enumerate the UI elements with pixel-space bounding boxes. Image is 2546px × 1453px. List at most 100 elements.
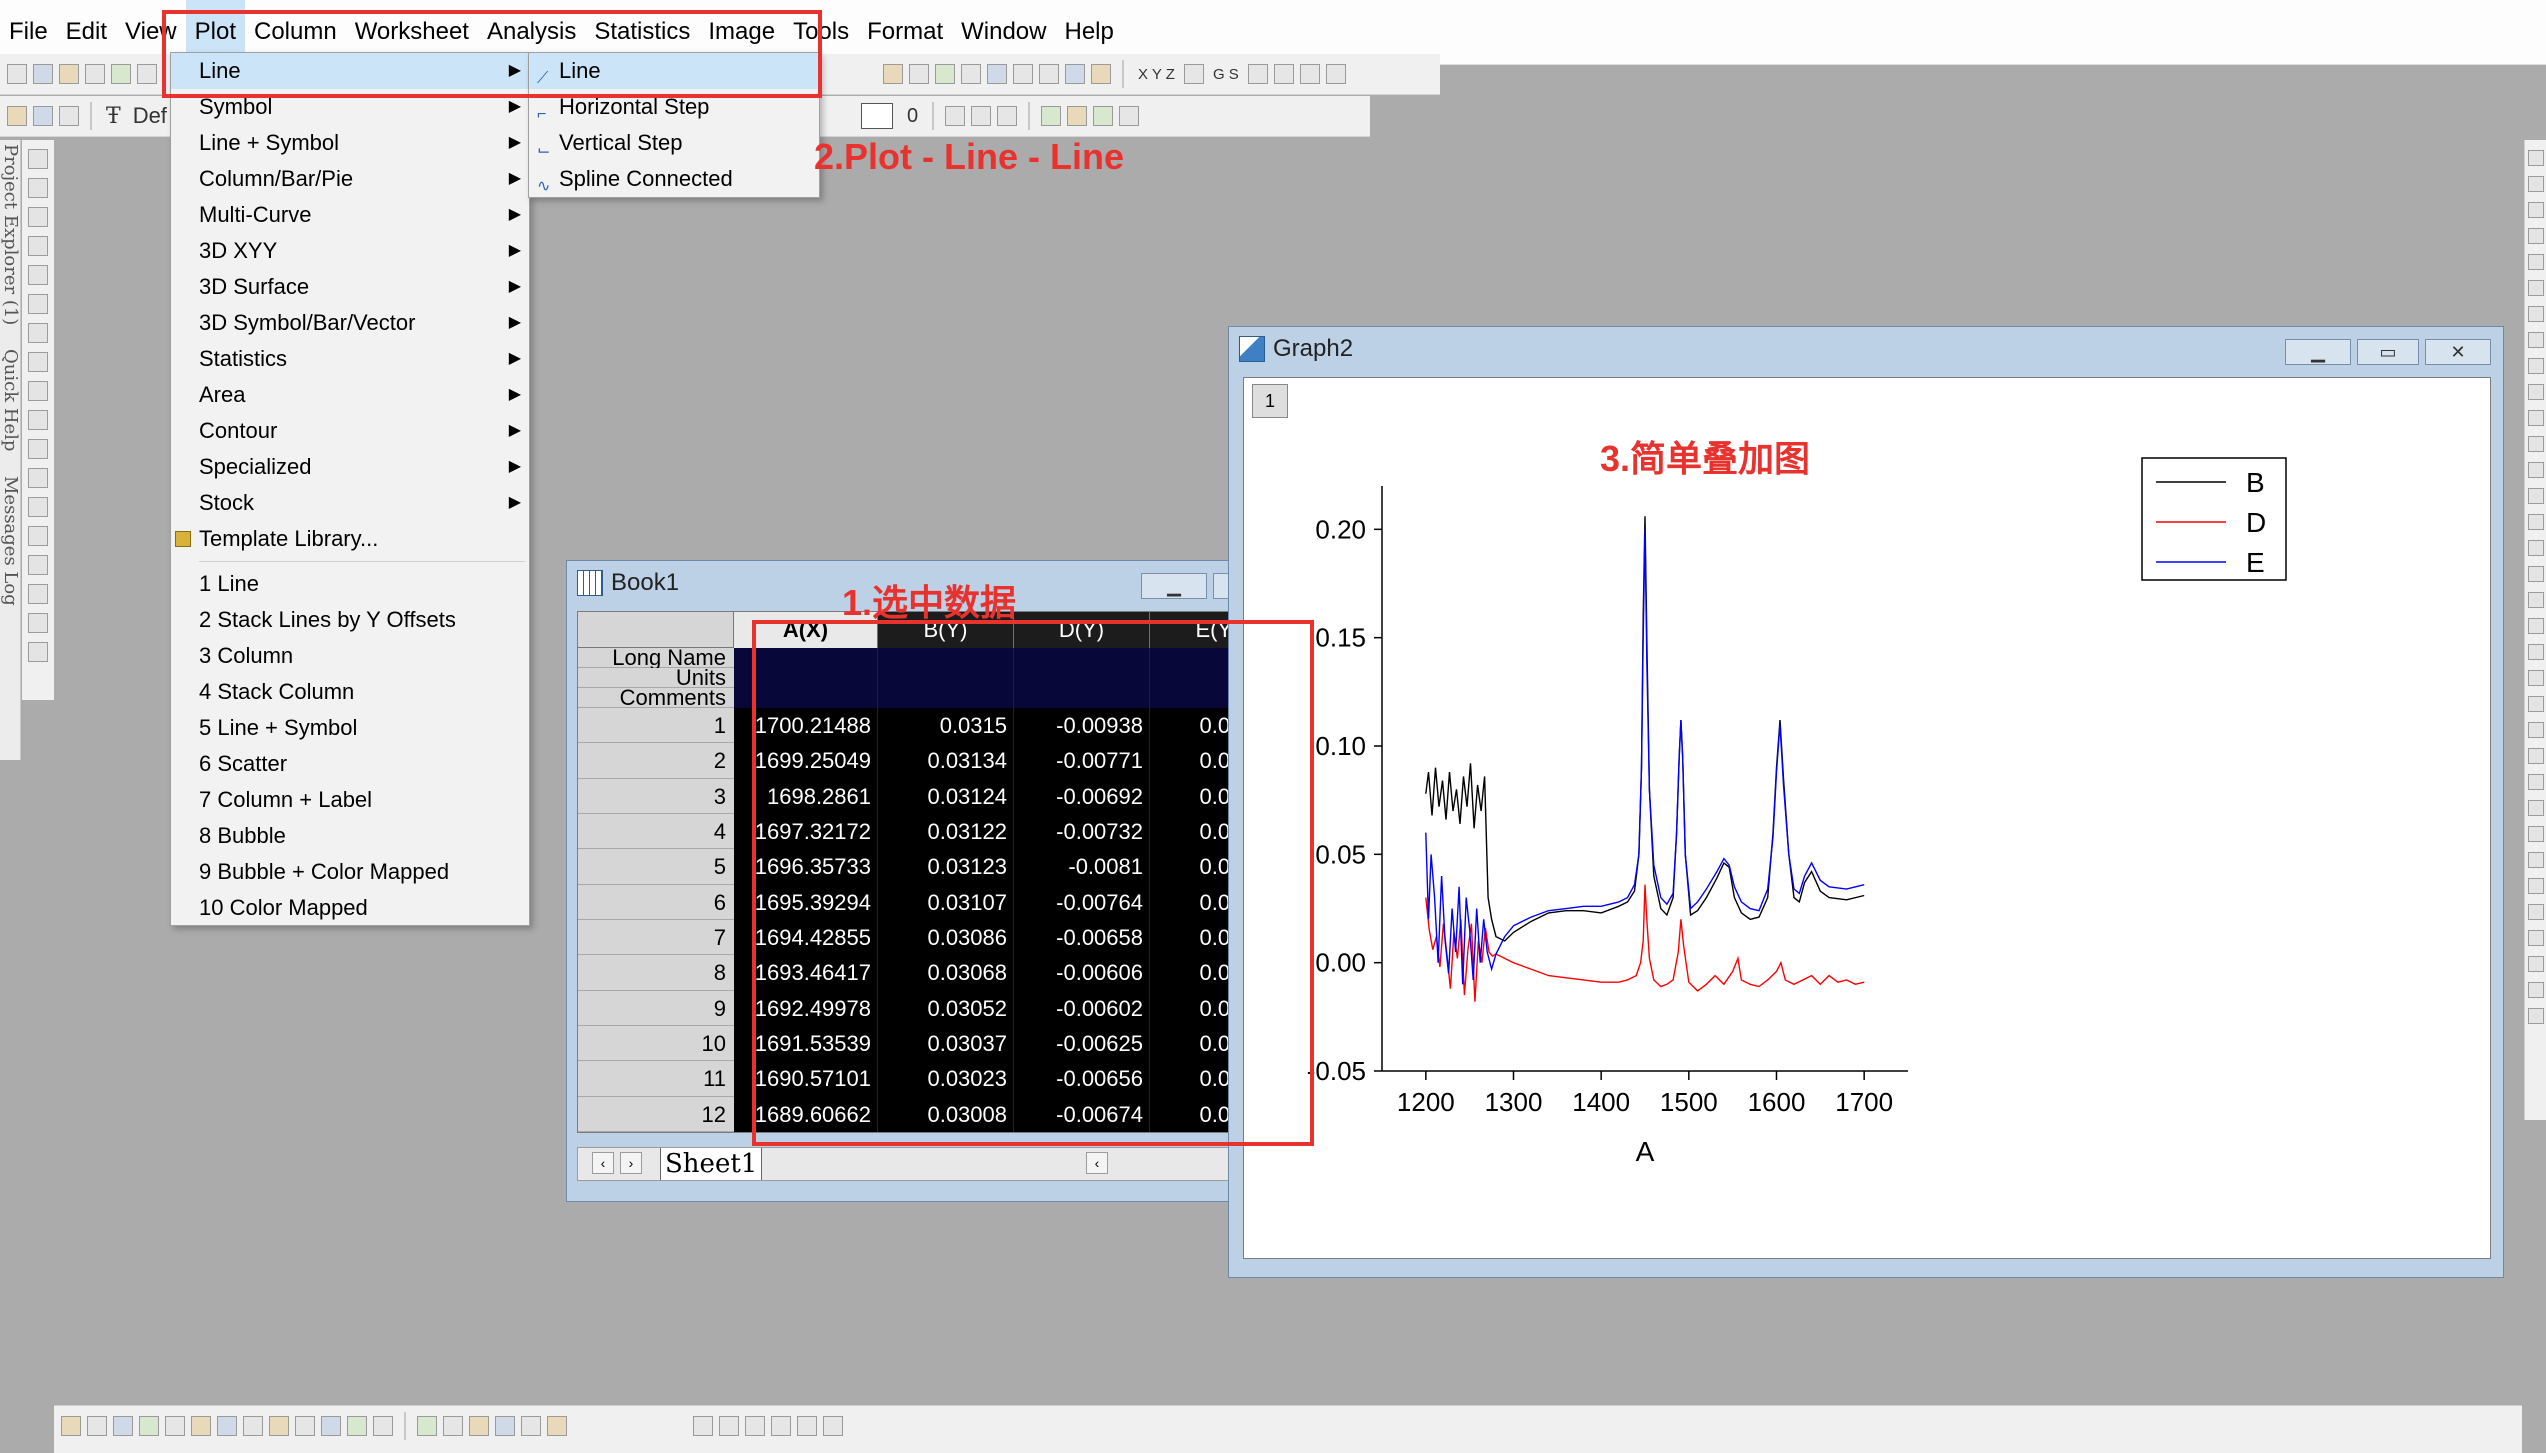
toolbar-button[interactable]: [1091, 64, 1111, 84]
plot-menu-item[interactable]: Statistics ▶: [171, 341, 529, 377]
toolbar-button[interactable]: [823, 1416, 843, 1436]
recent-plot-item[interactable]: 7 Column + Label: [171, 782, 529, 818]
meta-cells[interactable]: [878, 648, 1014, 708]
table-cell[interactable]: 0.03008: [878, 1096, 1014, 1132]
meta-cells[interactable]: [1014, 648, 1150, 708]
row-header[interactable]: 6: [578, 884, 734, 920]
recent-plot-item[interactable]: 5 Line + Symbol: [171, 710, 529, 746]
template-library-item[interactable]: Template Library...: [171, 521, 529, 557]
tool-button[interactable]: [28, 555, 48, 575]
toolbar-button[interactable]: [7, 106, 27, 126]
menu-statistics[interactable]: Statistics: [594, 18, 691, 45]
quick-help-tab[interactable]: Quick Help: [0, 349, 21, 452]
meta-cells[interactable]: [734, 648, 878, 708]
toolbar-button[interactable]: [1247, 64, 1268, 84]
table-cell[interactable]: 1689.60662: [734, 1096, 878, 1132]
toolbar-button[interactable]: [771, 1416, 791, 1436]
toolbar-button[interactable]: [1013, 64, 1033, 84]
table-cell[interactable]: -0.00658: [1014, 920, 1150, 956]
toolbar-button[interactable]: [139, 1416, 159, 1436]
tool-button[interactable]: [2528, 748, 2544, 764]
tool-button[interactable]: [28, 149, 48, 169]
table-cell[interactable]: 1693.46417: [734, 955, 878, 991]
toolbar-button[interactable]: [59, 106, 79, 126]
tool-button[interactable]: [28, 352, 48, 372]
submenu-vertical-step[interactable]: ⌙ Vertical Step: [529, 125, 819, 161]
color-swatch[interactable]: [860, 103, 893, 129]
toolbar-button[interactable]: [243, 1416, 263, 1436]
table-cell[interactable]: 1694.42855: [734, 920, 878, 956]
toolbar-button[interactable]: [165, 1416, 185, 1436]
toolbar-button[interactable]: [945, 106, 966, 126]
tool-button[interactable]: [28, 468, 48, 488]
tool-button[interactable]: [2528, 176, 2544, 192]
tool-button[interactable]: [28, 381, 48, 401]
chart[interactable]: 1200 1300 1400 1500 1600 1700 -0.05 0.00 0.05 0.1…: [1244, 378, 2490, 1258]
toolbar-button[interactable]: [137, 64, 157, 84]
recent-plot-item[interactable]: 10 Color Mapped: [171, 890, 529, 926]
tool-button[interactable]: [2528, 956, 2544, 972]
tool-button[interactable]: [2528, 462, 2544, 478]
tool-button[interactable]: [28, 584, 48, 604]
tool-button[interactable]: [2528, 202, 2544, 218]
plot-menu-item[interactable]: Line ▶: [171, 53, 529, 89]
line-width-combo[interactable]: 0: [906, 104, 919, 127]
toolbar-button[interactable]: [61, 1416, 81, 1436]
toolbar-button[interactable]: [417, 1416, 437, 1436]
tool-button[interactable]: [2528, 982, 2544, 998]
tool-button[interactable]: [2528, 540, 2544, 556]
minimize-button[interactable]: ▁: [2285, 339, 2351, 365]
tool-button[interactable]: [2528, 1008, 2544, 1024]
table-cell[interactable]: 1692.49978: [734, 990, 878, 1026]
table-cell[interactable]: 1691.53539: [734, 1026, 878, 1062]
plot-menu-item[interactable]: Area ▶: [171, 377, 529, 413]
toolbar-button[interactable]: [59, 64, 79, 84]
column-header[interactable]: A(X): [734, 612, 878, 648]
table-cell[interactable]: 1696.35733: [734, 849, 878, 885]
minimize-button[interactable]: ▁: [1141, 573, 1207, 599]
submenu-horizontal-step[interactable]: ⌐ Horizontal Step: [529, 89, 819, 125]
plot-menu-item[interactable]: Symbol ▶: [171, 89, 529, 125]
hscroll-left-button[interactable]: ‹: [1086, 1152, 1108, 1174]
table-cell[interactable]: 0.03122: [878, 814, 1014, 850]
plot-menu-item[interactable]: Specialized ▶: [171, 449, 529, 485]
table-cell[interactable]: -0.00732: [1014, 814, 1150, 850]
toolbar-button[interactable]: [321, 1416, 341, 1436]
tool-button[interactable]: [2528, 670, 2544, 686]
tool-button[interactable]: [28, 178, 48, 198]
messages-log-tab[interactable]: Messages Log: [0, 475, 21, 606]
table-cell[interactable]: 0.0315: [878, 708, 1014, 744]
tool-button[interactable]: [2528, 722, 2544, 738]
table-cell[interactable]: 0.03134: [878, 743, 1014, 779]
tool-button[interactable]: [28, 236, 48, 256]
tool-button[interactable]: [2528, 306, 2544, 322]
legend-box[interactable]: [2141, 457, 2287, 581]
tool-button[interactable]: [28, 294, 48, 314]
maximize-button[interactable]: ▭: [2357, 339, 2419, 365]
toolbar-button[interactable]: [1041, 106, 1062, 126]
table-cell[interactable]: -0.00771: [1014, 743, 1150, 779]
toolbar-button[interactable]: [1325, 64, 1346, 84]
row-header[interactable]: 4: [578, 814, 734, 850]
sheet-tab[interactable]: Sheet1: [660, 1148, 763, 1180]
toolbar-button[interactable]: [1299, 64, 1320, 84]
plot-menu-item[interactable]: Contour ▶: [171, 413, 529, 449]
toolbar-button[interactable]: [521, 1416, 541, 1436]
toolbar-button[interactable]: [87, 1416, 107, 1436]
close-button[interactable]: ✕: [2425, 339, 2491, 365]
recent-plot-item[interactable]: 1 Line: [171, 566, 529, 602]
menu-file[interactable]: File: [9, 18, 48, 45]
toolbar-button[interactable]: [987, 64, 1007, 84]
recent-plot-item[interactable]: 2 Stack Lines by Y Offsets: [171, 602, 529, 638]
toolbar-button[interactable]: [1273, 64, 1294, 84]
tool-button[interactable]: [2528, 800, 2544, 816]
row-header[interactable]: 2: [578, 743, 734, 779]
recent-plot-item[interactable]: 9 Bubble + Color Mapped: [171, 854, 529, 890]
worksheet-grid[interactable]: A(X) B(Y) D(Y) E(Y) Long Name Units Comments 1 1…: [577, 611, 1343, 1133]
table-cell[interactable]: -0.00674: [1014, 1096, 1150, 1132]
grid-corner[interactable]: [578, 612, 734, 648]
toolbar-button[interactable]: [269, 1416, 289, 1436]
table-cell[interactable]: -0.00656: [1014, 1061, 1150, 1097]
tool-button[interactable]: [2528, 904, 2544, 920]
plot-menu-item[interactable]: Stock ▶: [171, 485, 529, 521]
